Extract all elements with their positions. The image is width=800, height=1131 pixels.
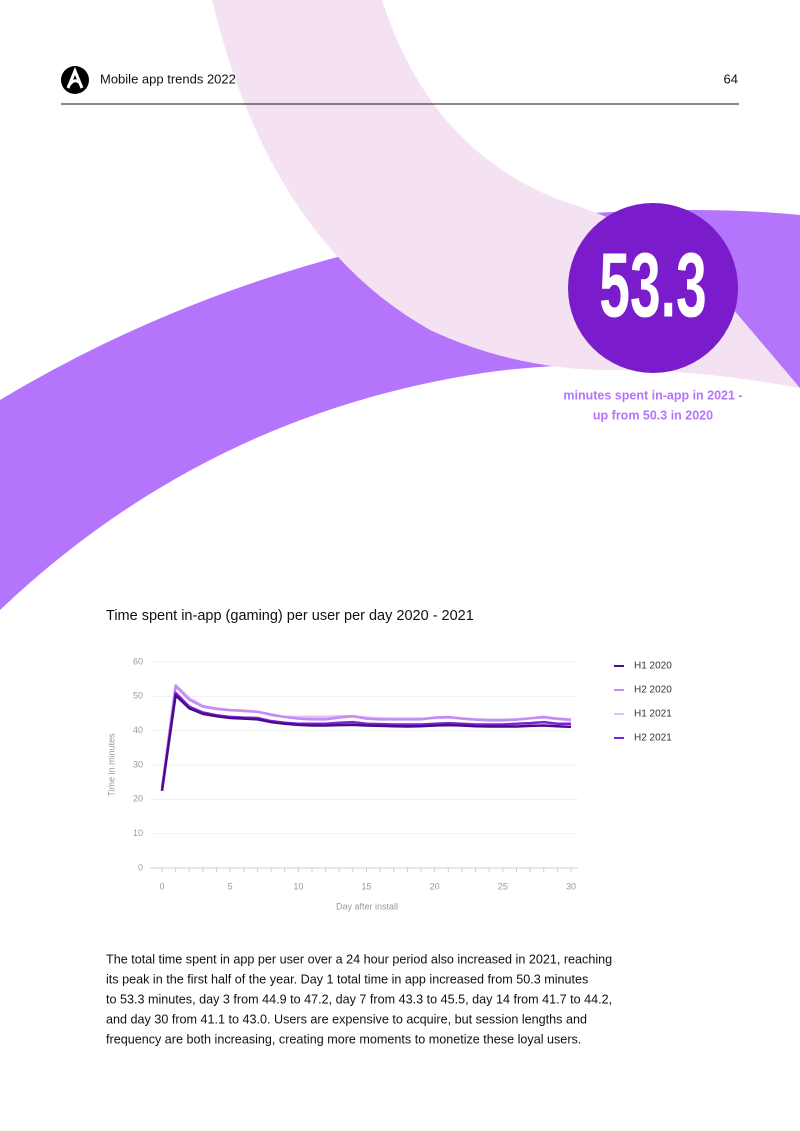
stat-circle bbox=[568, 203, 738, 373]
y-tick-label: 0 bbox=[138, 862, 143, 872]
y-tick-label: 50 bbox=[133, 691, 143, 701]
legend-label: H1 2020 bbox=[634, 661, 672, 672]
y-tick-label: 20 bbox=[133, 794, 143, 804]
x-tick-label: 20 bbox=[430, 881, 440, 891]
body-text: and day 30 from 41.1 to 43.0. Users are … bbox=[106, 1012, 587, 1026]
y-tick-label: 60 bbox=[133, 656, 143, 666]
logo-mark bbox=[66, 67, 84, 89]
chart-title: Time spent in-app (gaming) per user per … bbox=[106, 608, 474, 624]
x-axis-label: Day after install bbox=[336, 901, 398, 911]
stat-caption: minutes spent in-app in 2021 - bbox=[563, 388, 742, 402]
header-title: Mobile app trends 2022 bbox=[100, 71, 236, 86]
stat-value: 53.3 bbox=[599, 234, 706, 337]
series-line bbox=[160, 694, 572, 791]
x-tick-label: 0 bbox=[159, 881, 164, 891]
body-text: frequency are both increasing, creating … bbox=[106, 1032, 581, 1046]
y-axis-label: Time in minutes bbox=[106, 733, 116, 797]
y-tick-label: 40 bbox=[133, 725, 143, 735]
series-line bbox=[160, 684, 572, 790]
x-tick-label: 30 bbox=[566, 881, 576, 891]
x-tick-label: 25 bbox=[498, 881, 508, 891]
legend-label: H1 2021 bbox=[634, 709, 672, 720]
legend-label: H2 2021 bbox=[634, 733, 672, 744]
y-tick-label: 10 bbox=[133, 828, 143, 838]
body-text: its peak in the first half of the year. … bbox=[106, 972, 588, 986]
page-number: 64 bbox=[724, 71, 738, 86]
body-text: The total time spent in app per user ove… bbox=[106, 952, 612, 966]
x-tick-label: 10 bbox=[293, 881, 303, 891]
x-tick-label: 15 bbox=[361, 881, 371, 891]
x-tick-label: 5 bbox=[228, 881, 233, 891]
body-text: to 53.3 minutes, day 3 from 44.9 to 47.2… bbox=[106, 992, 612, 1006]
stat-caption: up from 50.3 in 2020 bbox=[593, 408, 713, 422]
legend-label: H2 2020 bbox=[634, 685, 672, 696]
y-tick-label: 30 bbox=[133, 759, 143, 769]
